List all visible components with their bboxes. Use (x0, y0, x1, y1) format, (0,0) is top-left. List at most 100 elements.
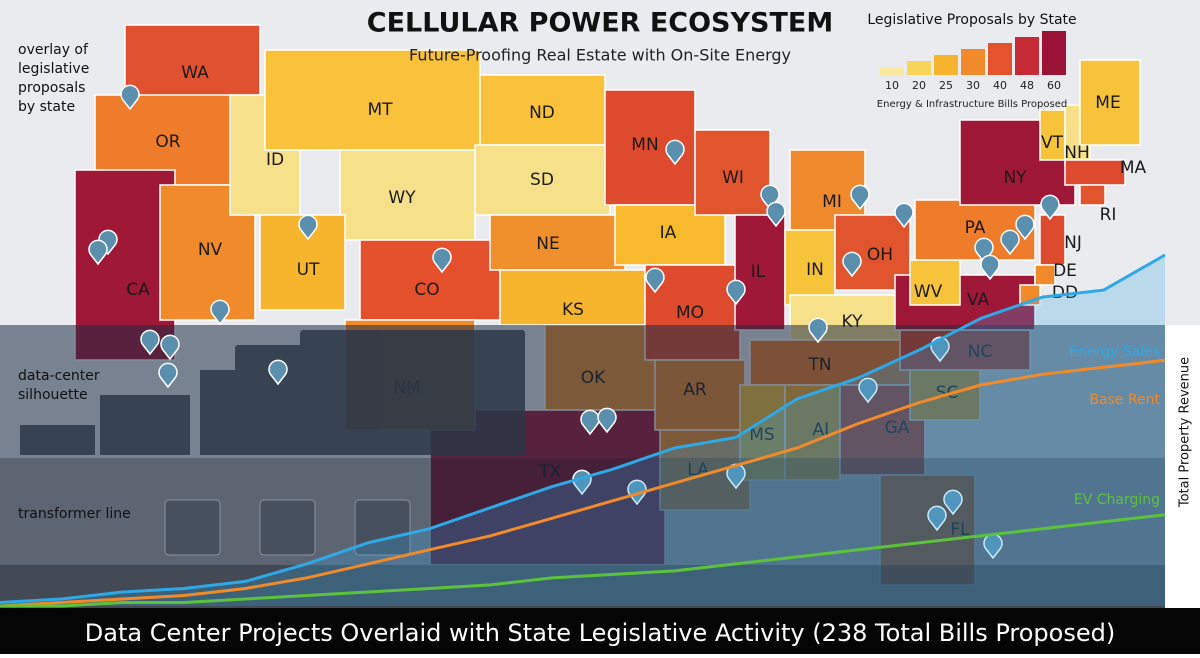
state-label: PA (965, 218, 986, 238)
state-label: CO (414, 280, 439, 300)
state-label: IN (806, 260, 824, 280)
state-label: ND (529, 103, 555, 123)
legend-swatch (934, 55, 958, 75)
state-label: KS (562, 300, 584, 320)
state-label: WY (388, 188, 416, 208)
project-pin (268, 359, 288, 386)
legend: 10 20 25 30 40 48 60 (880, 31, 1066, 92)
axis-panel (1165, 325, 1200, 608)
legend-swatch (907, 61, 931, 75)
legend-label: Energy Sales (1069, 344, 1160, 360)
state-label: UT (297, 260, 320, 280)
state-label: ID (266, 150, 284, 170)
project-pin (726, 279, 746, 306)
state-region (339, 149, 476, 241)
project-pin (645, 267, 665, 294)
state-label: MT (367, 100, 393, 120)
project-pin (894, 202, 914, 229)
project-pin (980, 254, 1000, 281)
legend-swatch (961, 49, 985, 75)
state-region (359, 239, 501, 321)
transformers (164, 499, 411, 556)
footer-text: Data Center Projects Overlaid with State… (85, 619, 1115, 647)
state-label: NJ (1064, 233, 1082, 253)
state-label: CA (126, 280, 150, 300)
state-label: MA (1120, 158, 1147, 178)
title: CELLULAR POWER ECOSYSTEM (367, 8, 833, 39)
state-label: WA (181, 63, 209, 83)
state-region (1034, 264, 1056, 286)
overlay-band (0, 325, 1165, 458)
project-pins (88, 84, 1060, 560)
revenue-line (0, 253, 1166, 604)
state-label: ME (1095, 93, 1120, 113)
state-label: OH (867, 245, 893, 265)
project-pin (1015, 214, 1035, 241)
state-label: SD (530, 170, 554, 190)
legend-title: Legislative Proposals by State (867, 12, 1076, 28)
state-label: IL (751, 262, 766, 282)
legend-tick-label: 10 (885, 79, 899, 92)
annotation: data-center silhouette (18, 368, 100, 403)
state-label: IA (660, 223, 677, 243)
legend-swatch (1015, 37, 1039, 75)
project-pin (432, 247, 452, 274)
state-region (1079, 184, 1106, 206)
state-label: DD (1052, 283, 1078, 303)
project-pin (120, 84, 140, 111)
revenue-lines: Energy Sales Base Rent EV Charging (0, 253, 1166, 608)
state-label: VA (967, 290, 990, 310)
state-label: NH (1064, 143, 1090, 163)
project-pin (927, 505, 947, 532)
state-label: MI (822, 192, 842, 212)
area-fill (0, 255, 1165, 606)
state-region (489, 214, 626, 271)
state-label: MN (631, 135, 658, 155)
state-label: MO (676, 303, 704, 323)
project-pin (858, 377, 878, 404)
y-axis-label: Total Property Revenue (1178, 357, 1193, 508)
legend-tick-label: 20 (912, 79, 926, 92)
state-region (499, 269, 646, 326)
state-region (1039, 109, 1066, 161)
project-pin (842, 251, 862, 278)
state-region (1079, 59, 1141, 146)
state-label: WI (722, 168, 744, 188)
project-pin (850, 184, 870, 211)
state-region (734, 214, 786, 331)
legend-label: Base Rent (1089, 392, 1160, 408)
project-pin (1000, 229, 1020, 256)
project-pin (298, 214, 318, 241)
legend-tick-label: 48 (1020, 79, 1034, 92)
project-pin (597, 407, 617, 434)
project-pin (88, 239, 108, 266)
project-pin (210, 299, 230, 326)
state-label: NE (536, 234, 559, 254)
state-region (784, 229, 836, 306)
project-pin (1040, 194, 1060, 221)
state-region (694, 129, 771, 216)
legend-tick-label: 25 (939, 79, 953, 92)
legend-swatch (880, 67, 904, 75)
legend-swatch (1042, 31, 1066, 75)
state-label: OR (155, 132, 180, 152)
state-region (1039, 214, 1066, 266)
legend-tick-label: 30 (966, 79, 980, 92)
revenue-line (0, 513, 1166, 608)
project-pin (808, 317, 828, 344)
project-pin (943, 489, 963, 516)
state-region (1064, 159, 1126, 186)
project-pin (158, 362, 178, 389)
state-label: RI (1100, 205, 1117, 225)
legend-tick-label: 40 (993, 79, 1007, 92)
state-label: NY (1003, 168, 1027, 188)
legend-label: EV Charging (1074, 492, 1160, 508)
subtitle: Future-Proofing Real Estate with On-Site… (409, 46, 791, 65)
project-pin (160, 334, 180, 361)
annotation: overlay of legislative proposals by state (18, 42, 89, 115)
state-label: NV (198, 240, 223, 260)
annotations: overlay of legislative proposals by state da… (18, 42, 131, 522)
revenue-line (0, 358, 1166, 608)
state-label: VT (1041, 133, 1064, 153)
